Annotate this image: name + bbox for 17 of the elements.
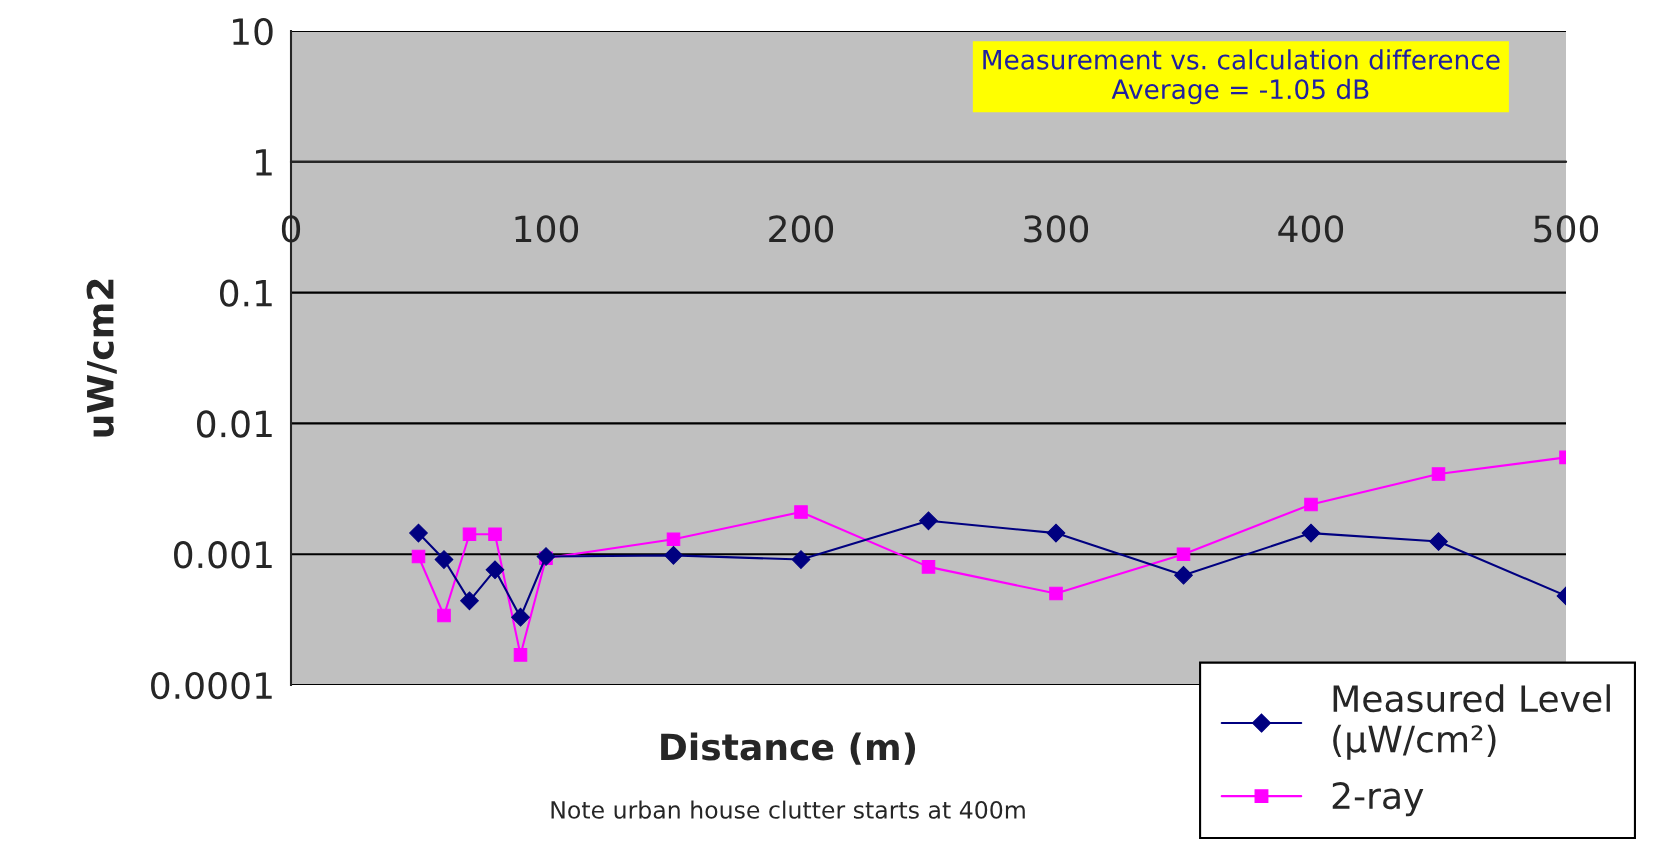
legend-label: Measured Level (μW/cm²) [1333,684,1610,760]
y-tick-label: 0.0001 [151,671,272,700]
legend-label: 2-ray [1332,781,1424,817]
x-axis-title: Distance (m) [661,732,916,765]
annotation: Measurement vs. calculation difference Average = -1.05 dB [983,49,1500,105]
y-tick-label: 0.1 [219,279,272,307]
x-tick-label: 300 [1024,215,1089,243]
x-tick-label: 200 [769,215,834,243]
x-tick-label: 100 [515,215,579,243]
text: Note urban house clutter starts at 400m [551,800,1025,819]
y-tick-label: 0.01 [197,410,272,438]
y-tick-label: 10 [233,17,273,46]
y-axis-title: uW/cm2 [86,279,117,437]
x-tick-label: 500 [1534,215,1599,243]
y-tick-label: 1 [256,149,272,176]
y-tick-label: 0.001 [174,541,272,569]
x-tick-label: 400 [1278,215,1344,243]
